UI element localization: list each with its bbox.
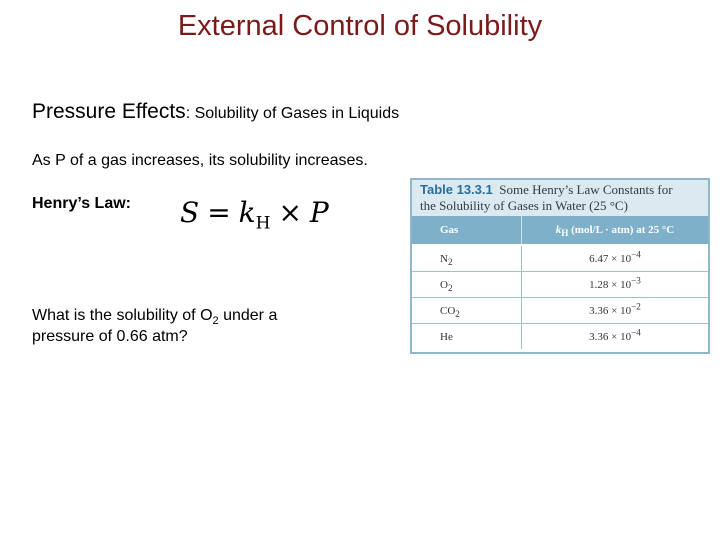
pressure-heading-sub: : Solubility of Gases in Liquids: [185, 105, 400, 122]
gas-name: O: [440, 278, 448, 291]
value-mantissa: 6.47 × 10: [589, 252, 632, 265]
table-row: O2 1.28 × 10−3: [412, 271, 708, 298]
slide-title: External Control of Solubility: [177, 10, 543, 42]
table-caption-line2: the Solubility of Gases in Water (25 °C): [420, 198, 628, 213]
table-header-row: Gas kH (mol/L · atm) at 25 °C: [412, 216, 708, 246]
formula-p: P: [309, 196, 329, 229]
pressure-statement: As P of a gas increases, its solubility …: [32, 152, 368, 169]
row-value: 3.36 × 10−2: [521, 297, 708, 324]
value-exponent: −4: [631, 326, 641, 337]
header-gas: Gas: [412, 216, 522, 246]
question-o2-subscript: 2: [212, 315, 219, 328]
value-exponent: −2: [631, 300, 641, 311]
value-mantissa: 3.36 × 10: [589, 304, 632, 317]
constants-table: Gas kH (mol/L · atm) at 25 °C N2 6.47 × …: [412, 216, 708, 349]
table-row: CO2 3.36 × 10−2: [412, 297, 708, 324]
row-value: 6.47 × 10−4: [521, 244, 708, 272]
value-mantissa: 1.28 × 10: [589, 278, 632, 291]
row-gas: O2: [412, 271, 522, 298]
table-row: He 3.36 × 10−4: [412, 323, 708, 349]
table-row: N2 6.47 × 10−4: [412, 244, 708, 272]
henry-law-formula: S = kH × P: [180, 196, 329, 232]
row-gas: N2: [412, 244, 522, 272]
gas-name: He: [440, 330, 453, 343]
henry-law-label: Henry’s Law:: [32, 195, 131, 212]
pressure-heading: Pressure Effects: Solubility of Gases in…: [32, 100, 399, 124]
formula-times: ×: [278, 196, 302, 229]
row-gas: CO2: [412, 297, 522, 324]
question-text: What is the solubility of O2 under a pres…: [32, 305, 277, 347]
table-caption-line1: Some Henry’s Law Constants for: [499, 182, 673, 197]
henry-constants-table: Table 13.3.1 Some Henry’s Law Constants …: [410, 178, 710, 354]
gas-subscript: 2: [447, 256, 453, 267]
question-line2: pressure of 0.66 atm?: [32, 328, 188, 345]
gas-name: CO: [440, 304, 456, 317]
table-number: Table 13.3.1: [420, 182, 493, 197]
table-caption: Table 13.3.1 Some Henry’s Law Constants …: [412, 180, 708, 216]
value-exponent: −4: [631, 248, 641, 259]
formula-equals: =: [207, 196, 231, 229]
row-value: 1.28 × 10−3: [521, 271, 708, 298]
value-exponent: −3: [631, 274, 641, 285]
header-k-subscript: H: [561, 228, 569, 239]
header-k: k: [555, 224, 562, 236]
formula-s: S: [180, 196, 200, 229]
row-gas: He: [412, 323, 522, 349]
gas-subscript: 2: [455, 308, 460, 319]
header-k-units: (mol/L · atm) at 25 °C: [568, 224, 675, 236]
header-kh: kH (mol/L · atm) at 25 °C: [521, 216, 708, 246]
question-part2: under a: [218, 307, 278, 324]
gas-name: N: [440, 252, 448, 265]
formula-k-subscript: H: [255, 213, 271, 234]
value-mantissa: 3.36 × 10: [589, 330, 632, 343]
formula-k: k: [238, 196, 256, 229]
question-part1: What is the solubility of O: [32, 307, 213, 324]
pressure-heading-main: Pressure Effects: [32, 100, 186, 123]
gas-subscript: 2: [447, 282, 453, 293]
row-value: 3.36 × 10−4: [521, 323, 708, 349]
